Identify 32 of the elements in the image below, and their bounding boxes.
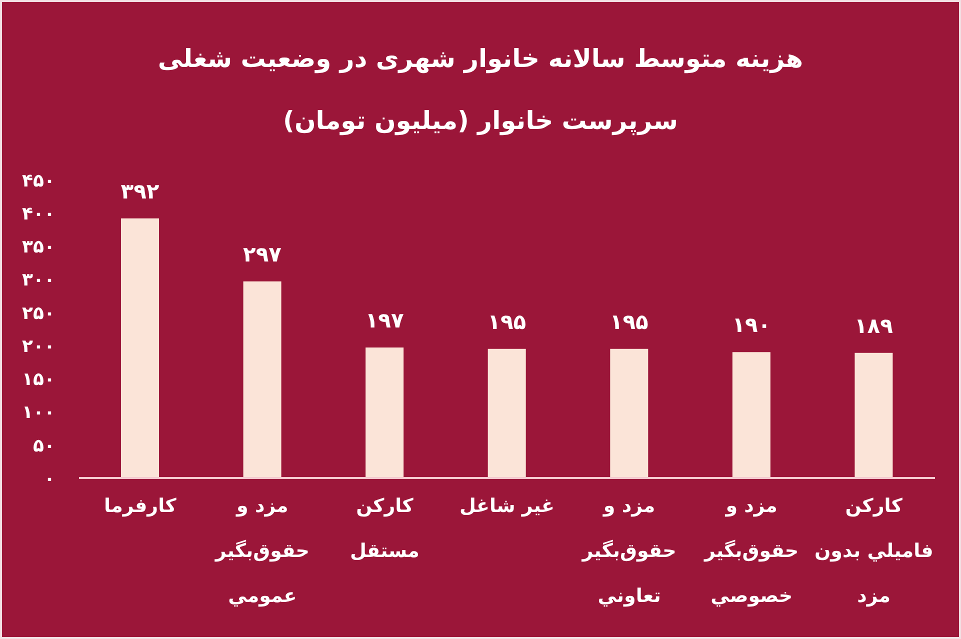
y-tick-label: ۴۵۰ — [22, 170, 55, 192]
category-label: مزد و حقوق‌بگیر عمومي — [215, 495, 310, 607]
y-tick-label: ۳۰۰ — [22, 270, 55, 291]
bar — [610, 348, 648, 478]
data-label: ۳۹۲ — [120, 179, 160, 204]
bar — [854, 352, 893, 478]
bar — [488, 348, 526, 478]
category-label: مزد و حقوق‌بگیر تعاوني — [582, 495, 676, 607]
data-label: ۱۹۰ — [732, 313, 771, 338]
bar — [121, 218, 159, 478]
x-tick-label: کارفرما — [104, 495, 178, 517]
x-tick-label: غیر شاغل — [460, 495, 554, 517]
y-tick-label: ۱۵۰ — [22, 369, 55, 390]
y-tick-label: ۴۰۰ — [22, 204, 55, 224]
bar — [732, 352, 770, 478]
y-tick-label: ۰ — [44, 468, 55, 490]
data-label: ۲۹۷ — [243, 242, 282, 266]
category-label: مزد و حقوق‌بگیر خصوصي — [704, 495, 799, 607]
bar — [366, 348, 404, 478]
data-label: ۱۹۵ — [610, 310, 649, 334]
chart-title: هزینه متوسط سالانه خانوار شهری در وضعیت شغلی سرپرست خانوار (میلیون تومان) — [158, 44, 804, 135]
category-label: کارکن مستقل — [350, 495, 420, 562]
y-tick-label: ۱۰۰ — [22, 402, 55, 424]
category-label: کارکن فاميلي بدون مزد — [814, 495, 934, 607]
data-label: ۱۹۵ — [488, 310, 526, 334]
data-label: ۱۸۹ — [854, 314, 894, 338]
y-tick-label: ۲۵۰ — [22, 302, 55, 324]
bar — [243, 281, 282, 478]
data-label: ۱۹۷ — [365, 308, 404, 333]
y-tick-label: ۳۵۰ — [22, 236, 55, 258]
y-tick-label: ۲۰۰ — [22, 336, 55, 357]
y-tick-label: ۵۰ — [33, 435, 55, 456]
